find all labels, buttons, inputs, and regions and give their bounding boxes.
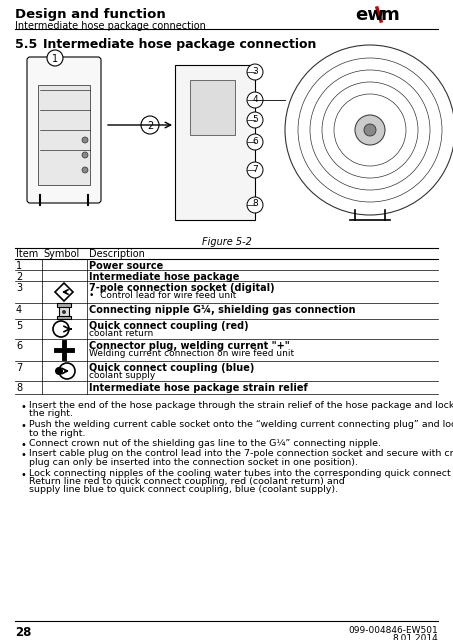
Text: 2: 2 [147,121,153,131]
Text: Insert the end of the hose package through the strain relief of the hose package: Insert the end of the hose package throu… [29,401,453,410]
Text: 8: 8 [252,200,258,209]
Text: 4: 4 [16,305,22,315]
Text: Push the welding current cable socket onto the “welding current connecting plug”: Push the welding current cable socket on… [29,420,453,429]
Bar [175,65,255,220]
Text: •: • [20,470,26,479]
Text: Description: Description [89,249,145,259]
Bar [57,303,71,307]
Text: 3: 3 [16,283,22,293]
Text: 8: 8 [16,383,22,393]
Text: Design and function: Design and function [15,8,166,21]
Text: Symbol: Symbol [43,249,79,259]
Text: Connect crown nut of the shielding gas line to the G¼” connecting nipple.: Connect crown nut of the shielding gas l… [29,439,381,448]
Text: 4: 4 [252,95,258,104]
Circle shape [55,367,63,375]
Text: Welding current connection on wire feed unit: Welding current connection on wire feed … [89,349,294,358]
Circle shape [247,197,263,213]
Text: Lock connecting nipples of the cooling water tubes into the corresponding quick : Lock connecting nipples of the cooling w… [29,468,453,477]
Text: 6: 6 [252,136,258,145]
Text: Quick connect coupling (red): Quick connect coupling (red) [89,321,249,331]
Text: 7-pole connection socket (digital): 7-pole connection socket (digital) [89,283,275,293]
Circle shape [355,115,385,145]
Text: coolant supply: coolant supply [89,371,155,380]
Text: ew: ew [355,6,384,24]
Circle shape [47,50,63,66]
Text: the right.: the right. [29,410,73,419]
Text: 1: 1 [52,54,58,64]
Circle shape [247,64,263,80]
Text: •: • [20,440,26,450]
Text: Quick connect coupling (blue): Quick connect coupling (blue) [89,363,255,373]
Text: Item: Item [16,249,38,259]
Bar [57,316,71,319]
Text: 2: 2 [16,272,22,282]
Circle shape [62,310,66,314]
Text: •: • [20,421,26,431]
Text: 5.5: 5.5 [15,38,37,51]
Text: 5: 5 [16,321,22,331]
FancyBboxPatch shape [27,57,101,203]
Text: to the right.: to the right. [29,429,86,438]
Text: 7: 7 [16,363,22,373]
Text: Return line red to quick connect coupling, red (coolant return) and: Return line red to quick connect couplin… [29,477,345,486]
Text: 1: 1 [16,261,22,271]
Text: m: m [380,6,399,24]
Text: •  Control lead for wire feed unit: • Control lead for wire feed unit [89,291,236,300]
Text: •: • [20,451,26,461]
Text: Connecting nipple G¼, shielding gas connection: Connecting nipple G¼, shielding gas conn… [89,305,356,315]
Circle shape [82,167,88,173]
Text: Connector plug, welding current "+": Connector plug, welding current "+" [89,341,290,351]
Circle shape [247,162,263,178]
Text: Intermediate hose package: Intermediate hose package [89,272,239,282]
Text: supply line blue to quick connect coupling, blue (coolant supply).: supply line blue to quick connect coupli… [29,486,338,495]
Text: Power source: Power source [89,261,163,271]
Text: plug can only be inserted into the connection socket in one position).: plug can only be inserted into the conne… [29,458,358,467]
Text: 3: 3 [252,67,258,76]
Text: 6: 6 [16,341,22,351]
Text: coolant return: coolant return [89,329,153,338]
Circle shape [364,124,376,136]
Text: Intermediate hose package connection: Intermediate hose package connection [15,21,206,31]
Text: Intermediate hose package strain relief: Intermediate hose package strain relief [89,383,308,393]
Circle shape [141,116,159,134]
Text: Intermediate hose package connection: Intermediate hose package connection [43,38,316,51]
Text: 8.01.2014: 8.01.2014 [392,634,438,640]
Bar [190,80,235,135]
Text: Figure 5-2: Figure 5-2 [202,237,252,247]
Text: 099-004846-EW501: 099-004846-EW501 [348,626,438,635]
Circle shape [82,152,88,158]
Circle shape [247,112,263,128]
Text: Insert cable plug on the control lead into the 7-pole connection socket and secu: Insert cable plug on the control lead in… [29,449,453,458]
Circle shape [247,92,263,108]
Bar [59,304,69,318]
Circle shape [82,137,88,143]
Circle shape [247,134,263,150]
Bar [38,85,90,185]
Text: 7: 7 [252,164,258,173]
Text: •: • [20,402,26,412]
Text: 5: 5 [252,115,258,124]
Text: 28: 28 [15,626,31,639]
